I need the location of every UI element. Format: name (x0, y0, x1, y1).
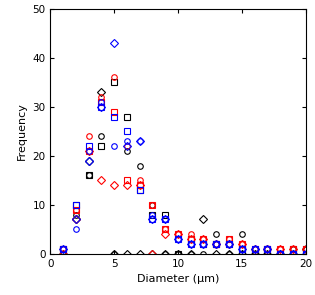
X-axis label: Diameter (μm): Diameter (μm) (137, 274, 219, 284)
Y-axis label: Frequency: Frequency (17, 102, 27, 160)
